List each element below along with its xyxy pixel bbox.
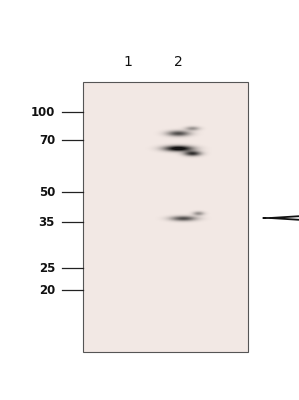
Text: 2: 2 bbox=[174, 55, 182, 69]
Text: 35: 35 bbox=[39, 216, 55, 228]
Bar bbox=[83, 82, 248, 352]
Text: 1: 1 bbox=[123, 55, 132, 69]
Text: 70: 70 bbox=[39, 134, 55, 146]
Text: 50: 50 bbox=[39, 186, 55, 198]
Text: 100: 100 bbox=[30, 106, 55, 118]
Text: 20: 20 bbox=[39, 284, 55, 296]
Text: 25: 25 bbox=[39, 262, 55, 274]
